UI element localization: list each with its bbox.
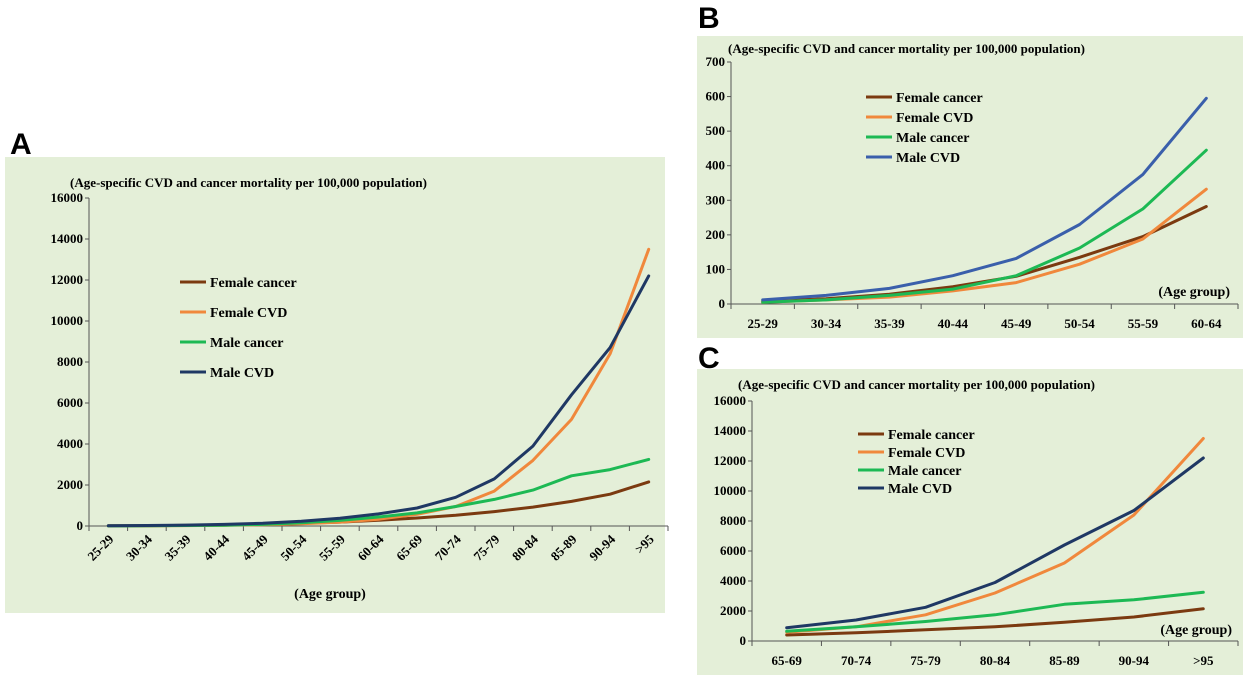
y-tick-label: 12000 [51,272,84,287]
y-tick-label: 12000 [714,453,747,468]
y-tick-label: 10000 [51,313,84,328]
x-axis-label: (Age group) [294,587,366,602]
y-tick-label: 0 [740,633,747,648]
x-tick-label: 55-59 [1128,316,1159,331]
legend-label-male-cvd: Male CVD [210,366,274,381]
x-tick-label: 85-89 [1049,653,1080,668]
chart-background [697,369,1243,675]
x-tick-label: 90-94 [1119,653,1150,668]
panel-label-b: B [698,2,720,35]
chart-panel-a: (Age-specific CVD and cancer mortality p… [5,157,669,613]
panel-label-a: A [10,128,32,161]
series-line-male-cvd [106,274,651,528]
y-tick-label: 14000 [51,231,84,246]
y-tick-label: 0 [77,518,84,533]
y-tick-label: 0 [719,296,726,311]
y-tick-label: 16000 [51,190,84,205]
legend-label-female-cancer: Female cancer [888,428,975,443]
panel-label-c: C [698,342,720,375]
legend-label-female-cvd: Female CVD [896,111,973,126]
legend-label-male-cancer: Male cancer [888,464,961,479]
legend-label-male-cvd: Male CVD [888,482,952,497]
series-line-male-cancer [785,590,1205,633]
y-tick-label: 6000 [57,395,83,410]
x-tick-label: 65-69 [772,653,803,668]
legend-label-female-cvd: Female CVD [210,306,287,321]
legend-label-male-cancer: Male cancer [896,131,969,146]
chart-panel-b: (Age-specific CVD and cancer mortality p… [697,36,1243,338]
y-tick-label: 200 [706,227,726,242]
y-tick-label: 8000 [57,354,83,369]
x-tick-label: 75-79 [910,653,941,668]
x-axis-label: (Age group) [1158,285,1230,300]
x-tick-label: 30-34 [811,316,842,331]
y-tick-label: 2000 [720,603,746,618]
series-line-male-cvd [761,96,1208,302]
x-tick-label: 50-54 [1064,316,1095,331]
y-tick-label: 16000 [714,393,747,408]
x-tick-label: 70-74 [841,653,872,668]
x-tick-label: 45-49 [1001,316,1032,331]
y-tick-label: 500 [706,123,726,138]
legend-label-female-cancer: Female cancer [210,276,297,291]
x-tick-label: 40-44 [938,316,969,331]
y-tick-label: 4000 [720,573,746,588]
chart-title: (Age-specific CVD and cancer mortality p… [728,41,1085,56]
series-line-male-cvd [785,456,1205,630]
legend-label-female-cvd: Female CVD [888,446,965,461]
y-tick-label: 8000 [720,513,746,528]
y-tick-label: 700 [706,54,726,69]
chart-title: (Age-specific CVD and cancer mortality p… [70,175,427,190]
x-tick-label: 80-84 [980,653,1011,668]
x-axis-label: (Age group) [1160,623,1232,638]
y-tick-label: 600 [706,89,726,104]
y-tick-label: 100 [706,261,726,276]
x-tick-label: 60-64 [1191,316,1222,331]
y-tick-label: 6000 [720,543,746,558]
series-line-female-cancer [785,607,1205,637]
chart-title: (Age-specific CVD and cancer mortality p… [738,377,1095,392]
legend-label-male-cancer: Male cancer [210,336,283,351]
series-line-male-cancer [761,148,1208,304]
x-tick-label: >95 [1193,653,1214,668]
x-tick-label: 25-29 [748,316,779,331]
y-tick-label: 2000 [57,477,83,492]
legend-label-female-cancer: Female cancer [896,91,983,106]
legend-label-male-cvd: Male CVD [896,151,960,166]
y-tick-label: 300 [706,192,726,207]
chart-background [5,157,665,613]
x-tick-label: 35-39 [874,316,905,331]
y-tick-label: 14000 [714,423,747,438]
y-tick-label: 4000 [57,436,83,451]
y-tick-label: 400 [706,158,726,173]
y-tick-label: 10000 [714,483,747,498]
chart-panel-c: (Age-specific CVD and cancer mortality p… [697,369,1243,675]
